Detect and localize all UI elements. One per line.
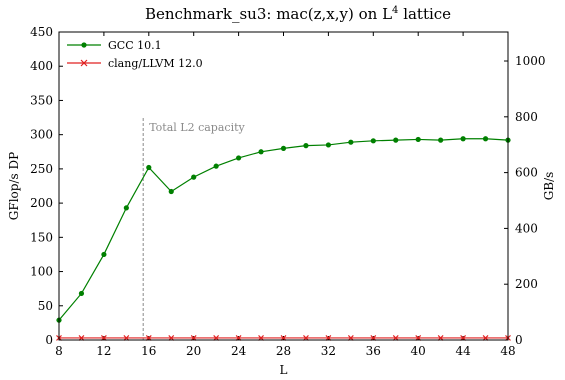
series-gcc-point bbox=[168, 188, 174, 195]
series-gcc-point bbox=[415, 136, 421, 143]
legend-clang-marker bbox=[80, 59, 88, 67]
x-tick-label: 28 bbox=[276, 344, 291, 358]
y-tick-label: 400 bbox=[30, 59, 53, 73]
y2-tick-label: 600 bbox=[515, 166, 538, 180]
legend: GCC 10.1 clang/LLVM 12.0 bbox=[67, 39, 203, 70]
y2-tick-label: 400 bbox=[515, 221, 538, 235]
series-gcc-point bbox=[236, 155, 242, 161]
x-tick-label: 32 bbox=[321, 344, 336, 358]
legend-gcc-marker bbox=[81, 42, 87, 48]
series-gcc-point bbox=[280, 145, 287, 151]
plot-frame bbox=[58, 31, 509, 341]
series-gcc-point bbox=[348, 139, 354, 145]
x-tick-label: 20 bbox=[186, 344, 201, 358]
l2-capacity-label: Total L2 capacity bbox=[149, 121, 245, 134]
legend-clang-label: clang/LLVM 12.0 bbox=[108, 57, 203, 70]
series-gcc-point bbox=[78, 290, 85, 297]
annotation-layer: Total L2 capacity bbox=[142, 118, 246, 340]
series-layer bbox=[56, 136, 511, 341]
x-tick-label: 48 bbox=[500, 344, 515, 358]
x-tick-label: 44 bbox=[455, 344, 471, 358]
y-tick-label: 50 bbox=[38, 299, 53, 313]
series-gcc-point bbox=[460, 136, 466, 142]
series-gcc-point bbox=[123, 205, 129, 211]
x-tick-label: 40 bbox=[411, 344, 426, 358]
axes-ticks: 8 12 16 20 24 28 32 36 40 44 480501001502002503003… bbox=[30, 25, 545, 358]
y-tick-label: 200 bbox=[30, 196, 53, 210]
series-gcc-point bbox=[303, 143, 309, 149]
y-tick-label: 300 bbox=[30, 128, 53, 142]
series-gcc-point bbox=[146, 164, 152, 171]
y-tick-label: 450 bbox=[30, 25, 53, 39]
series-gcc-point bbox=[191, 174, 197, 180]
series-gcc-point bbox=[258, 149, 264, 155]
y2-tick-label: 1000 bbox=[515, 54, 546, 68]
series-gcc-line bbox=[58, 138, 509, 321]
x-tick-label: 24 bbox=[231, 344, 247, 358]
series-gcc-point bbox=[101, 251, 107, 258]
series-gcc-point bbox=[325, 142, 331, 148]
y-tick-label: 250 bbox=[30, 162, 53, 176]
x-tick-label: 8 bbox=[55, 344, 63, 358]
y-tick-label: 100 bbox=[30, 265, 53, 279]
series-gcc-point bbox=[393, 137, 399, 143]
y2-axis-label: GB/s bbox=[542, 172, 556, 201]
x-tick-label: 16 bbox=[141, 344, 156, 358]
y2-tick-label: 0 bbox=[515, 333, 523, 347]
x-tick-label: 36 bbox=[366, 344, 381, 358]
chart-title: Benchmark_su3: mac(z,x,y) on L4 lattice bbox=[145, 5, 451, 23]
series-gcc-point bbox=[213, 163, 219, 169]
y-tick-label: 350 bbox=[30, 93, 53, 107]
x-tick-label: 12 bbox=[96, 344, 111, 358]
legend-gcc-label: GCC 10.1 bbox=[108, 39, 162, 52]
x-axis-label: L bbox=[280, 363, 288, 377]
y-tick-label: 150 bbox=[30, 230, 53, 244]
y-tick-label: 0 bbox=[45, 333, 53, 347]
series-gcc-point bbox=[482, 136, 489, 142]
y-axis-label: GFlop/s DP bbox=[7, 152, 21, 220]
y2-tick-label: 200 bbox=[515, 277, 538, 291]
series-gcc-point bbox=[370, 138, 376, 144]
series-gcc-point bbox=[438, 137, 444, 143]
y2-tick-label: 800 bbox=[515, 110, 538, 124]
